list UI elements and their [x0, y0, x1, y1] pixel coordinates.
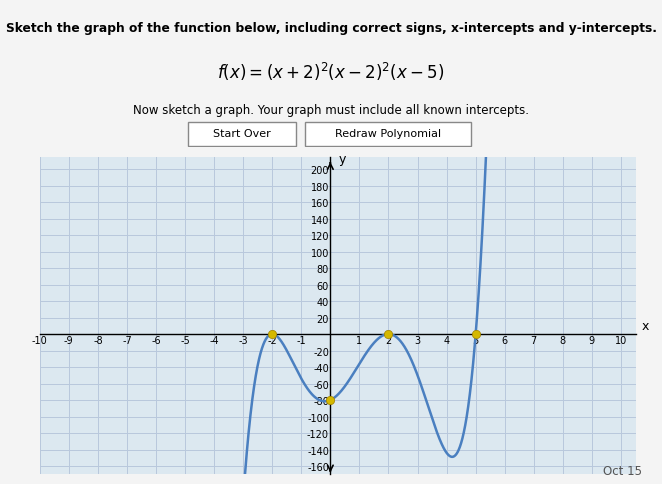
FancyBboxPatch shape: [305, 123, 471, 146]
FancyBboxPatch shape: [188, 123, 296, 146]
Text: $f(x) = (x + 2)^2(x - 2)^2(x - 5)$: $f(x) = (x + 2)^2(x - 2)^2(x - 5)$: [217, 60, 445, 83]
Text: Oct 15: Oct 15: [603, 464, 642, 477]
Text: x: x: [642, 319, 649, 332]
Text: Sketch the graph of the function below, including correct signs, x-intercepts an: Sketch the graph of the function below, …: [5, 22, 657, 35]
Text: Redraw Polynomial: Redraw Polynomial: [335, 129, 441, 139]
Text: Start Over: Start Over: [213, 129, 271, 139]
Text: y: y: [339, 152, 346, 166]
Text: Now sketch a graph. Your graph must include all known intercepts.: Now sketch a graph. Your graph must incl…: [133, 104, 529, 117]
